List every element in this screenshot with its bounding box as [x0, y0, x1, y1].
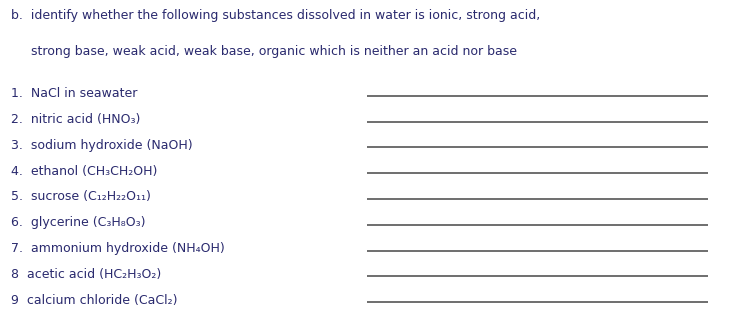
Text: 1.  NaCl in seawater: 1. NaCl in seawater	[11, 87, 137, 100]
Text: 7.  ammonium hydroxide (NH₄OH): 7. ammonium hydroxide (NH₄OH)	[11, 242, 225, 255]
Text: 4.  ethanol (CH₃CH₂OH): 4. ethanol (CH₃CH₂OH)	[11, 165, 157, 178]
Text: b.  identify whether the following substances dissolved in water is ionic, stron: b. identify whether the following substa…	[11, 9, 540, 22]
Text: 9  calcium chloride (CaCl₂): 9 calcium chloride (CaCl₂)	[11, 294, 178, 307]
Text: strong base, weak acid, weak base, organic which is neither an acid nor base: strong base, weak acid, weak base, organ…	[11, 45, 517, 58]
Text: 8  acetic acid (HC₂H₃O₂): 8 acetic acid (HC₂H₃O₂)	[11, 268, 161, 281]
Text: 2.  nitric acid (HNO₃): 2. nitric acid (HNO₃)	[11, 113, 140, 126]
Text: 6.  glycerine (C₃H₈O₃): 6. glycerine (C₃H₈O₃)	[11, 216, 145, 229]
Text: 5.  sucrose (C₁₂H₂₂O₁₁): 5. sucrose (C₁₂H₂₂O₁₁)	[11, 190, 151, 203]
Text: 3.  sodium hydroxide (NaOH): 3. sodium hydroxide (NaOH)	[11, 139, 192, 152]
